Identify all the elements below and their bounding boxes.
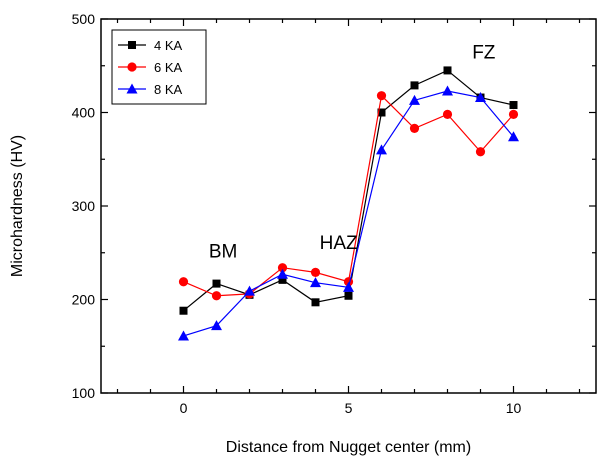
- y-tick-label: 100: [72, 385, 96, 401]
- y-tick-label: 400: [72, 105, 96, 121]
- legend-label-4-ka: 4 KA: [154, 38, 183, 53]
- data-point-8-ka: [310, 277, 321, 288]
- x-axis-title: Distance from Nugget center (mm): [226, 439, 471, 456]
- series-line-4-ka: [183, 69, 514, 312]
- data-point-6-ka: [376, 91, 387, 101]
- data-point-8-ka: [475, 92, 486, 103]
- data-point-6-ka: [211, 291, 222, 301]
- series-6-ka: [178, 91, 519, 301]
- legend-marker-4-ka: [128, 41, 136, 49]
- data-point-8-ka: [409, 94, 420, 105]
- data-point-8-ka: [343, 281, 354, 292]
- legend-label-8-ka: 8 KA: [154, 82, 183, 97]
- data-point-4-ka: [443, 66, 452, 75]
- region-label-fz: FZ: [472, 42, 496, 63]
- x-tick-label: 5: [345, 400, 353, 416]
- data-point-4-ka: [344, 291, 353, 300]
- data-point-8-ka: [277, 268, 288, 279]
- data-point-8-ka: [442, 85, 453, 96]
- y-tick-label: 500: [72, 11, 96, 27]
- x-tick-label: 0: [180, 400, 188, 416]
- series-8-ka: [178, 85, 519, 341]
- data-point-6-ka: [442, 109, 453, 119]
- data-point-6-ka: [475, 147, 486, 157]
- legend-marker-8-ka: [126, 83, 138, 94]
- data-point-8-ka: [178, 330, 189, 341]
- data-point-8-ka: [244, 285, 255, 296]
- data-point-6-ka: [277, 263, 288, 273]
- data-point-6-ka: [310, 267, 321, 277]
- data-point-4-ka: [212, 279, 221, 288]
- y-tick-label: 200: [72, 292, 96, 308]
- x-tick-label: 10: [506, 400, 522, 416]
- legend-label-6-ka: 6 KA: [154, 60, 183, 75]
- region-label-bm: BM: [209, 241, 238, 262]
- series-layer: [178, 66, 519, 341]
- data-point-6-ka: [178, 277, 189, 287]
- data-point-4-ka: [410, 81, 419, 90]
- region-label-haz: HAZ: [320, 233, 358, 254]
- legend: 4 KA 6 KA 8 KA: [111, 29, 207, 105]
- series-line-6-ka: [183, 94, 514, 297]
- data-point-4-ka: [377, 108, 386, 117]
- data-point-6-ka: [409, 123, 420, 133]
- data-point-8-ka: [508, 131, 519, 142]
- y-tick-label: 300: [72, 198, 96, 214]
- data-point-8-ka: [211, 320, 222, 331]
- data-point-4-ka: [509, 101, 518, 110]
- data-point-6-ka: [508, 109, 519, 119]
- data-point-4-ka: [278, 275, 287, 284]
- data-point-8-ka: [376, 144, 387, 155]
- data-point-4-ka: [179, 306, 188, 315]
- data-point-4-ka: [311, 298, 320, 307]
- legend-marker-6-ka: [127, 62, 137, 72]
- axes-layer: 0 5 10 100 200 300 400 500: [72, 11, 597, 416]
- y-axis-title: Microhardness (HV): [9, 135, 26, 277]
- annotation-layer: BM HAZ FZ: [209, 42, 496, 262]
